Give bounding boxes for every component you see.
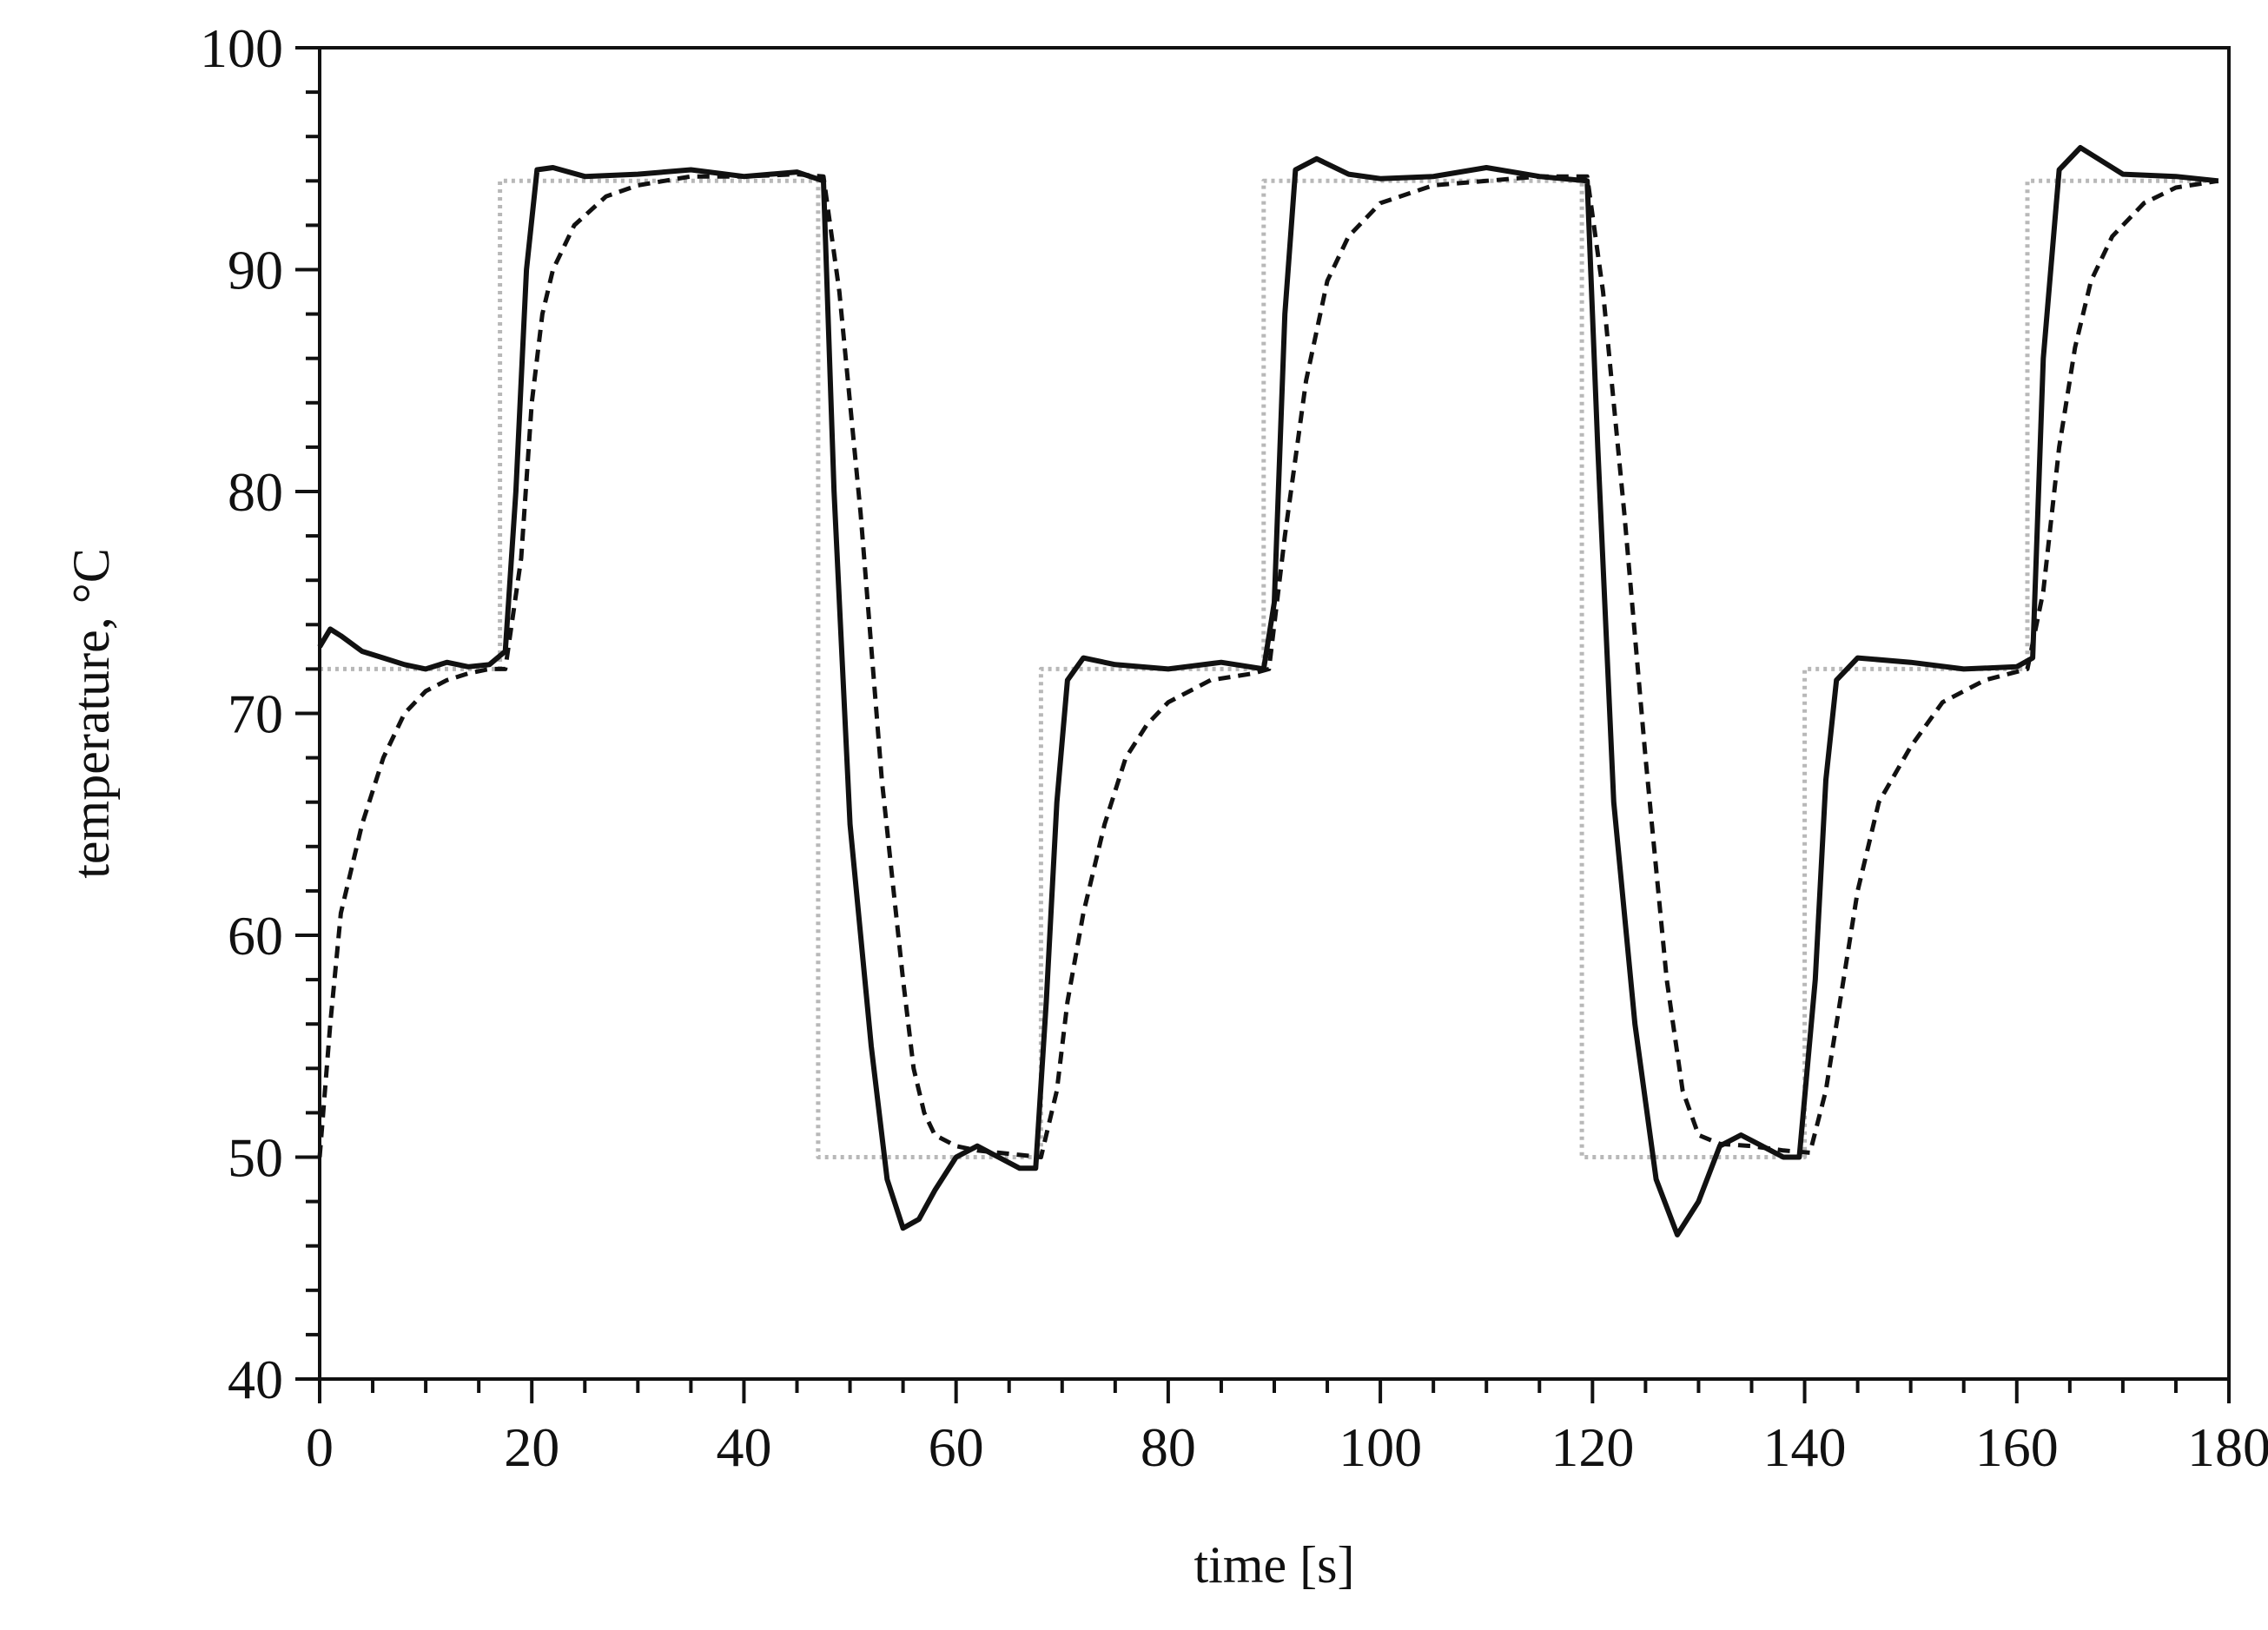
x-tick-label: 60 [929, 1416, 984, 1478]
x-tick-label: 20 [504, 1416, 559, 1478]
series-line-solid-black [317, 145, 2219, 1237]
x-tick-label: 180 [2187, 1416, 2268, 1478]
y-tick-label: 60 [228, 905, 283, 967]
x-tick-label: 160 [1975, 1416, 2059, 1478]
x-tick-label: 140 [1763, 1416, 1847, 1478]
axes-layer: 0 20 40 60 80 100 120 140 160 180 40 50 60 70 80 90 100 [200, 17, 2268, 1478]
x-tick-label: 100 [1339, 1416, 1422, 1478]
y-tick-label: 80 [228, 461, 283, 523]
plot-frame [318, 46, 2231, 1381]
y-tick-label: 70 [228, 683, 283, 745]
y-tick-label: 40 [228, 1349, 283, 1410]
series-layer [317, 145, 2219, 1237]
series-line-dashed-black [317, 172, 2219, 1159]
y-tick-label: 90 [228, 240, 283, 301]
y-axis-label: temperature, °C [63, 548, 120, 879]
x-tick-label: 40 [716, 1416, 771, 1478]
x-tick-label: 120 [1551, 1416, 1634, 1478]
x-tick-label: 80 [1141, 1416, 1196, 1478]
x-axis-label: time [s] [1194, 1536, 1355, 1594]
y-tick-label: 50 [228, 1127, 283, 1189]
y-tick-label: 100 [200, 17, 283, 79]
x-tick-label: 0 [306, 1416, 334, 1478]
